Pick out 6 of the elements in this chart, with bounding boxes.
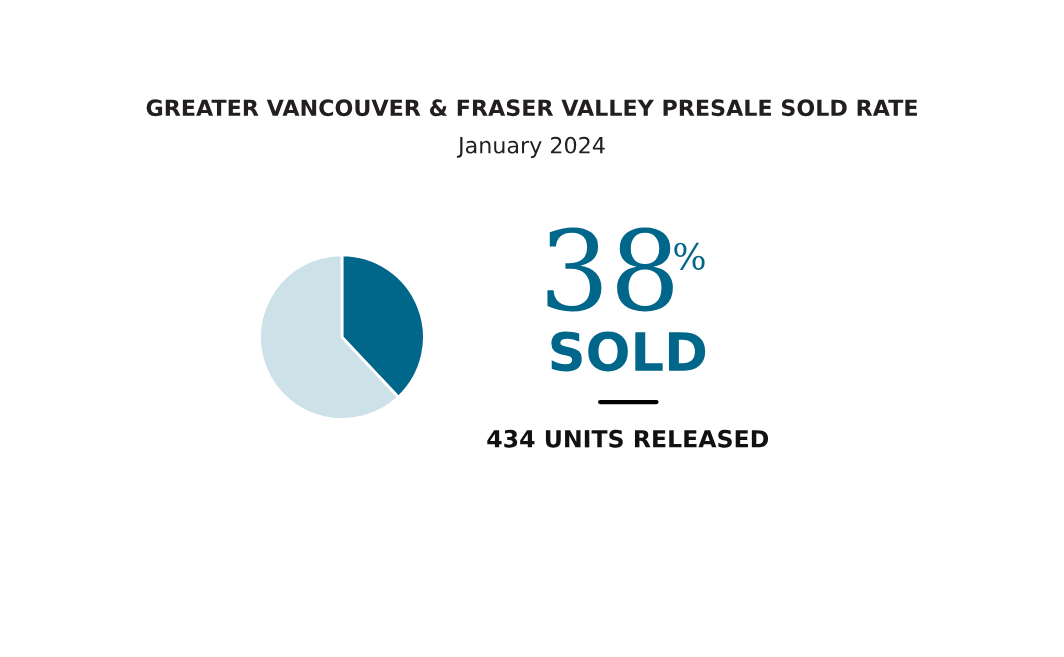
- text: GREATER VANCOUVER & FRASER VALLEY PRESALE SOLD RATE: [146, 99, 917, 117]
- text: %: [674, 242, 705, 270]
- text: January 2024: [456, 136, 605, 158]
- text: SOLD: [551, 331, 706, 372]
- text: 38: [547, 227, 673, 312]
- text: 434 UNITS RELEASED: [487, 429, 769, 448]
